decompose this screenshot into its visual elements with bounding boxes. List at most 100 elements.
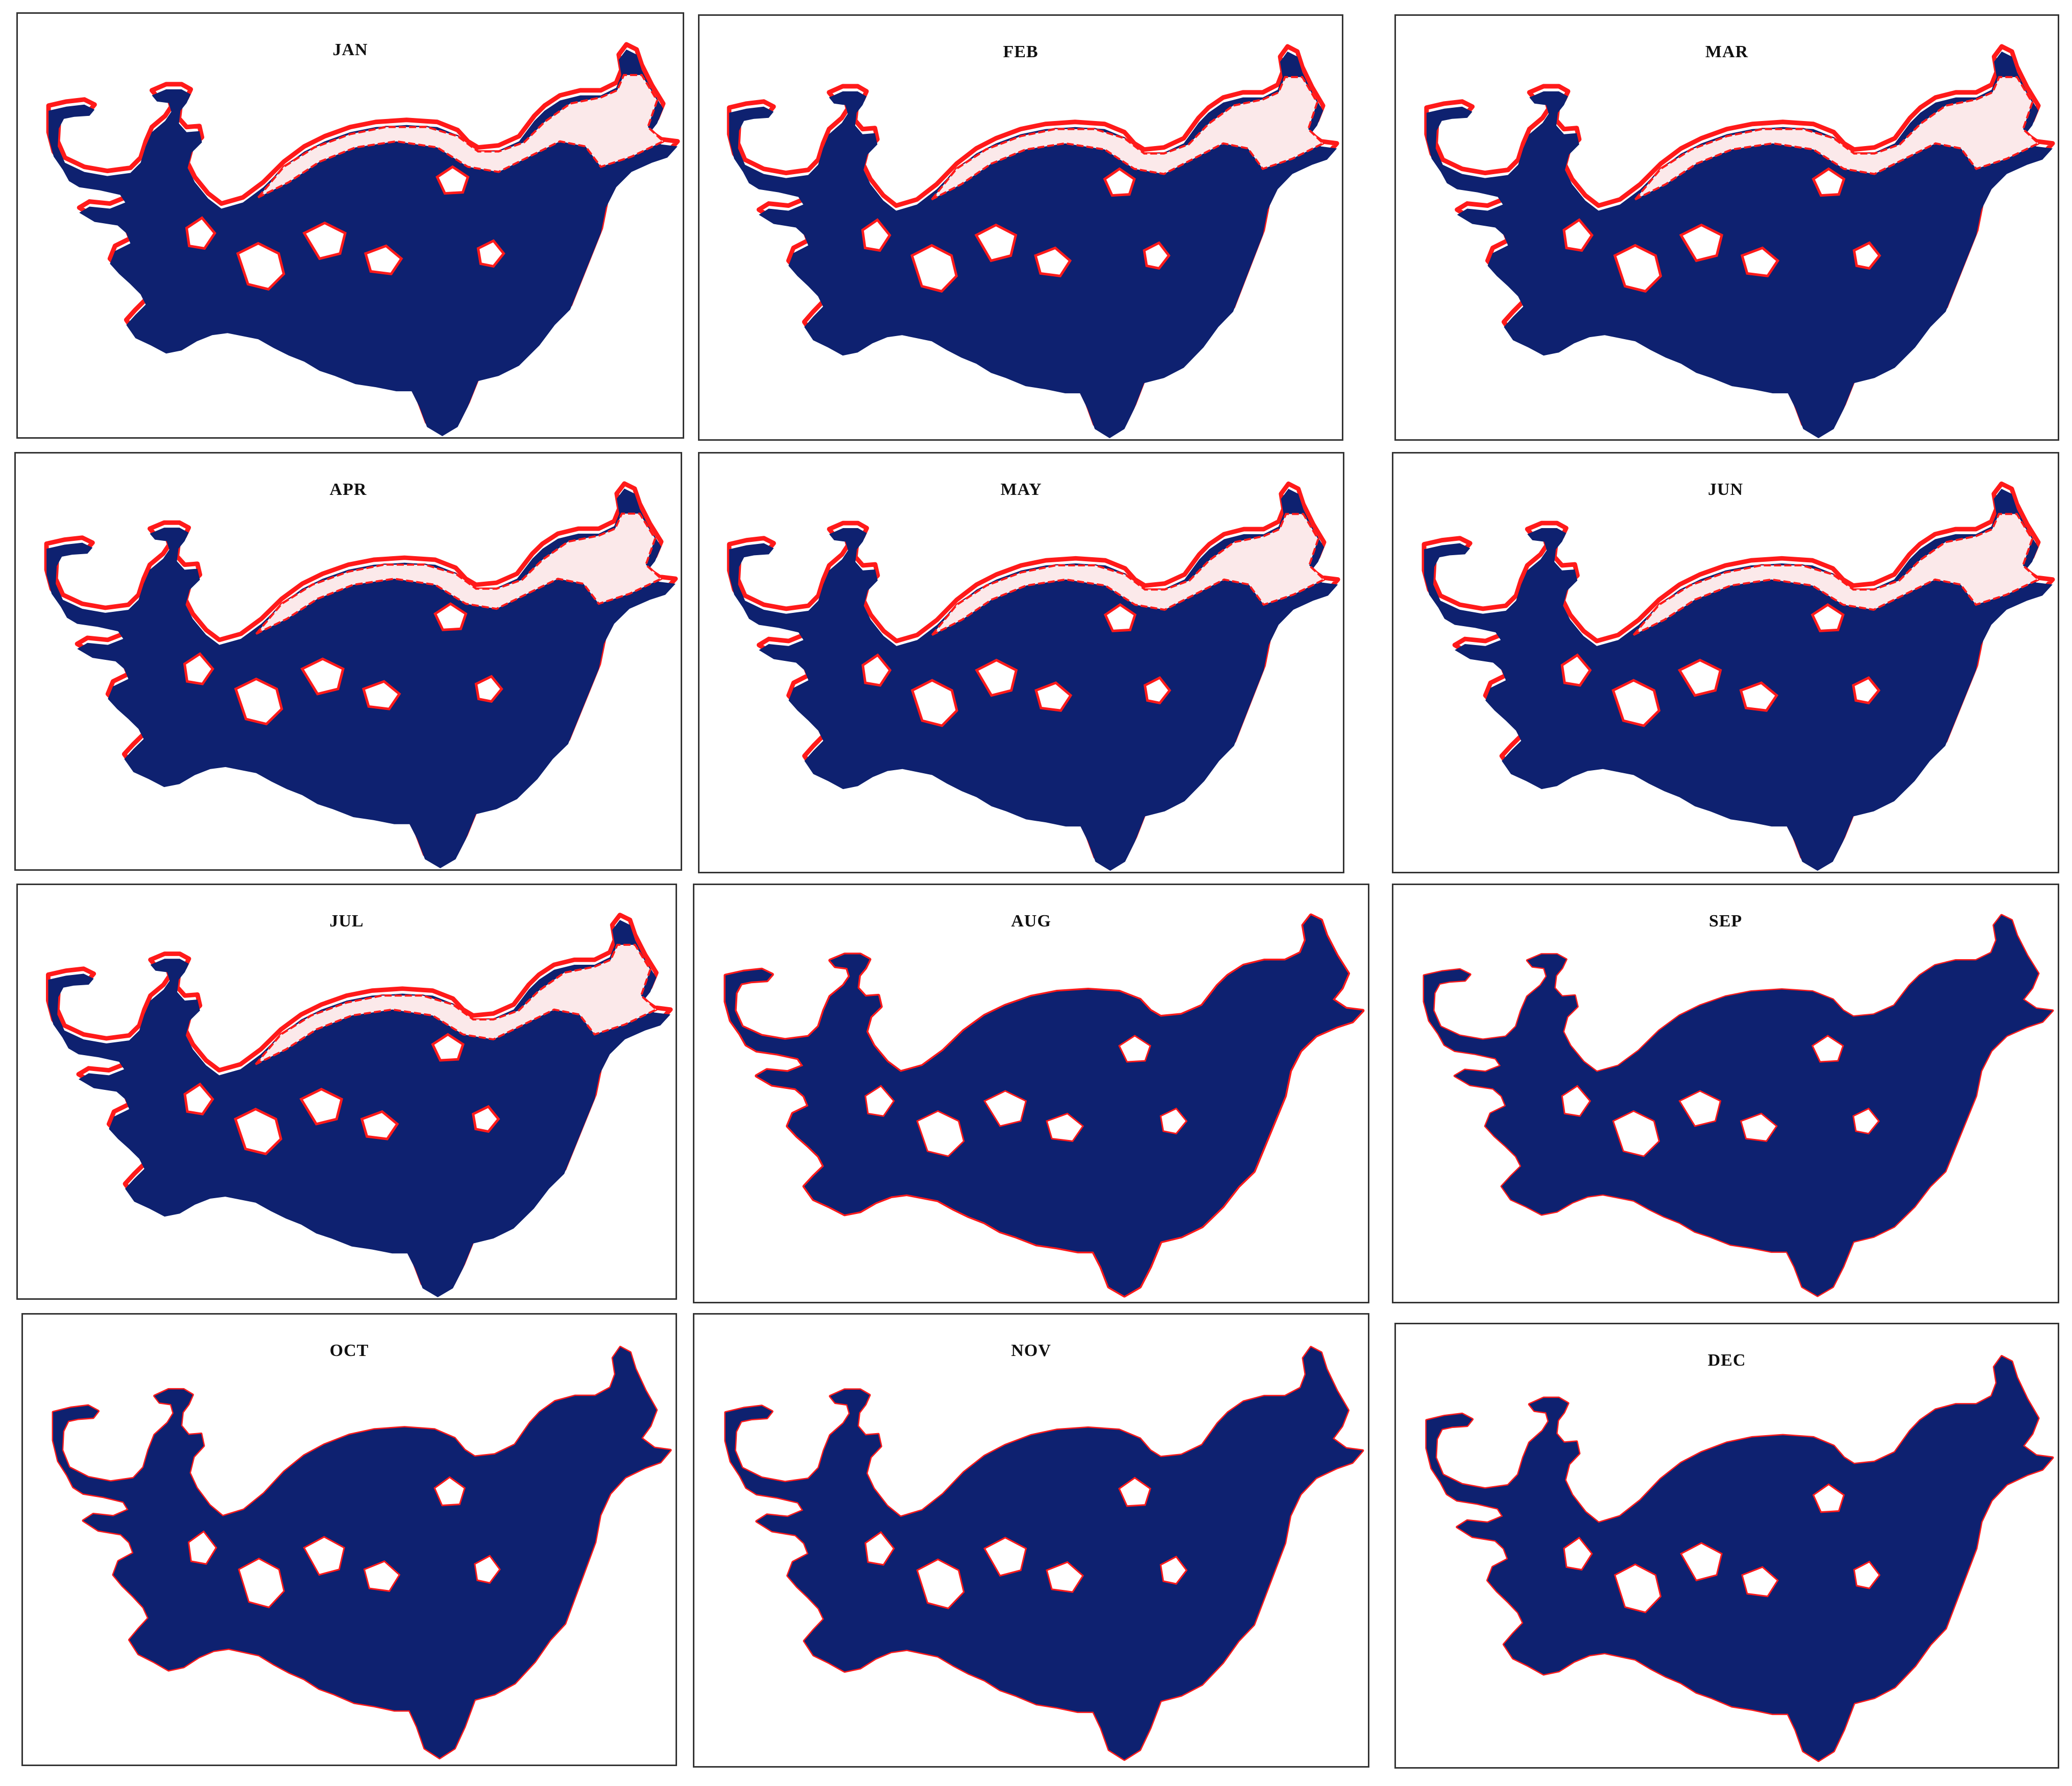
exposed-shore	[931, 513, 1326, 636]
island-3	[1034, 246, 1072, 278]
island-3	[1741, 1566, 1779, 1598]
map-panel-feb: FEB	[698, 14, 1343, 441]
lake-map	[44, 481, 678, 869]
island-4	[1118, 1035, 1151, 1063]
island-5	[864, 1085, 895, 1117]
island-6	[1851, 676, 1881, 705]
island-4	[1118, 1477, 1151, 1507]
panel-month-label: APR	[329, 480, 367, 499]
island-1	[910, 244, 958, 293]
lake-map	[1423, 914, 2054, 1297]
map-panel-oct: OCT	[21, 1313, 677, 1766]
lake-map	[727, 481, 1340, 871]
island-4	[1103, 603, 1137, 632]
water-extent	[1426, 1356, 2053, 1761]
island-1	[237, 1557, 285, 1608]
exposed-shore	[255, 944, 658, 1065]
water-extent	[725, 1347, 1363, 1760]
island-3	[362, 680, 401, 710]
island-5	[183, 1082, 214, 1116]
island-6	[1143, 241, 1171, 270]
island-6	[474, 1555, 501, 1584]
island-1	[236, 242, 285, 291]
island-3	[363, 1560, 401, 1592]
island-2	[1677, 658, 1722, 697]
lake-map	[52, 1346, 672, 1759]
island-1	[1613, 244, 1663, 293]
panel-month-label: AUG	[1011, 912, 1051, 931]
island-6	[1852, 241, 1882, 270]
island-4	[1103, 167, 1136, 197]
exposed-shore	[257, 74, 665, 199]
panel-month-label: JUL	[329, 912, 364, 931]
island-2	[1680, 1542, 1723, 1582]
island-1	[910, 679, 958, 727]
island-5	[1562, 218, 1594, 252]
island-4	[431, 1033, 465, 1062]
lake-map	[1424, 44, 2055, 439]
island-2	[974, 223, 1018, 263]
island-4	[1812, 1483, 1845, 1513]
island-6	[1160, 1555, 1188, 1585]
panel-month-label: DEC	[1707, 1351, 1746, 1370]
lake-map	[45, 913, 673, 1298]
map-panel-apr: APR	[14, 452, 682, 871]
island-5	[861, 218, 892, 252]
map-panel-dec: DEC	[1394, 1323, 2059, 1769]
panel-month-label: MAY	[1000, 480, 1042, 499]
island-6	[476, 239, 505, 268]
island-5	[861, 653, 892, 687]
island-2	[303, 1536, 345, 1576]
map-panel-jul: JUL	[16, 884, 677, 1300]
island-2	[983, 1090, 1027, 1127]
island-1	[1612, 1110, 1660, 1157]
island-2	[302, 221, 347, 260]
island-2	[975, 658, 1018, 697]
map-panel-aug: AUG	[693, 884, 1369, 1303]
exposed-shore	[931, 76, 1325, 201]
island-1	[916, 1110, 965, 1157]
island-6	[1143, 676, 1171, 705]
island-5	[185, 216, 216, 250]
exposed-shore	[1634, 76, 2040, 201]
island-5	[1563, 1536, 1593, 1571]
island-4	[1811, 603, 1845, 632]
island-1	[234, 677, 283, 726]
panel-month-label: JUN	[1707, 480, 1744, 499]
island-4	[433, 1476, 466, 1507]
island-6	[1852, 1107, 1880, 1135]
panel-month-label: OCT	[329, 1341, 369, 1360]
island-6	[1160, 1107, 1188, 1135]
island-4	[1812, 167, 1846, 197]
island-3	[1740, 1112, 1778, 1142]
island-5	[864, 1531, 895, 1566]
map-panel-may: MAY	[698, 452, 1344, 873]
island-3	[1740, 246, 1780, 278]
lake-map	[727, 44, 1339, 439]
map-panel-jan: JAN	[16, 12, 684, 439]
lake-map	[1425, 1355, 2054, 1763]
island-2	[300, 657, 345, 696]
island-5	[187, 1530, 218, 1565]
island-3	[364, 244, 403, 276]
lake-map	[724, 1346, 1364, 1761]
island-1	[1611, 679, 1661, 727]
island-6	[1853, 1560, 1881, 1589]
water-extent	[1424, 915, 2053, 1296]
island-5	[1560, 653, 1592, 687]
island-3	[1034, 681, 1073, 712]
island-4	[1811, 1035, 1844, 1063]
panel-month-label: NOV	[1011, 1341, 1051, 1360]
island-6	[474, 675, 503, 703]
island-3	[1046, 1112, 1084, 1142]
panel-month-label: FEB	[1003, 42, 1039, 61]
lake-map	[1422, 481, 2055, 871]
water-extent	[53, 1347, 671, 1758]
island-3	[1046, 1561, 1084, 1593]
panel-month-label: SEP	[1708, 912, 1743, 931]
island-2	[299, 1087, 343, 1126]
island-5	[1561, 1085, 1592, 1117]
island-4	[436, 165, 470, 195]
island-2	[1678, 1090, 1722, 1127]
map-panel-sep: SEP	[1392, 884, 2059, 1303]
